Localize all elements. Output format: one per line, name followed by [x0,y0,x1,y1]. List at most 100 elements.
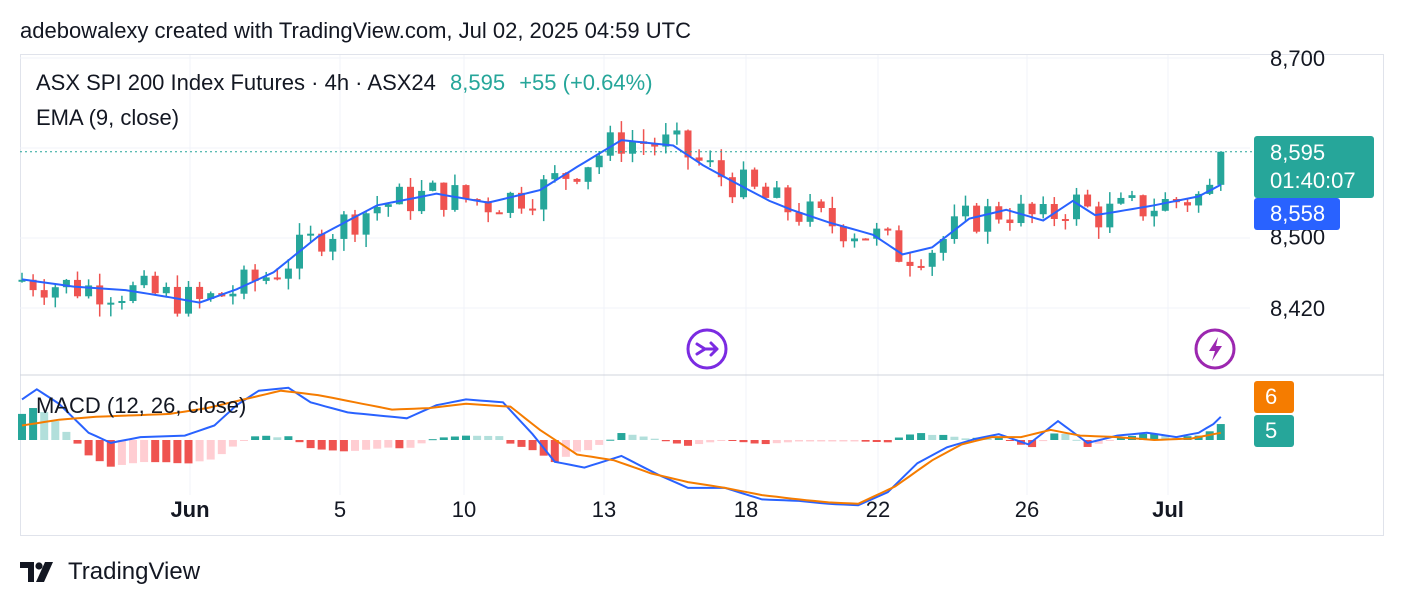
histogram-bar [317,440,326,450]
histogram-bar [1005,440,1014,441]
candle-body [307,233,315,236]
candle-body [1184,202,1191,206]
histogram-bar [306,440,315,449]
candle-body [1073,194,1080,220]
candle-body [962,205,969,217]
macd-line [21,386,1222,507]
histogram-bar [217,440,226,455]
histogram-bar [506,440,515,444]
histogram-bar [173,440,182,464]
lightning-icon[interactable] [1194,328,1236,370]
histogram-bar [839,440,848,442]
candle-body [529,208,537,211]
candle-body [1061,219,1069,222]
histogram-bar [473,435,482,440]
candle-body [1150,210,1158,217]
histogram-bar [62,431,71,440]
signal-line [21,389,1221,505]
histogram-bar [517,440,526,447]
candle-body [695,157,703,161]
candle-body [1128,195,1136,198]
last-price-tag: 8,595 01:40:07 [1254,136,1374,198]
histogram-bar [706,440,715,443]
legend-change: +55 (+0.64%) [519,70,653,95]
candle-body [329,238,337,252]
candle-body [40,290,48,298]
histogram-bar [1072,439,1081,441]
histogram-bar [739,440,748,443]
histogram-bar [617,433,626,440]
candle-body [196,286,204,299]
candle-body [1195,193,1203,206]
candle-body [1050,204,1058,220]
candle-body [518,192,525,209]
attribution-text: adebowalexy created with TradingView.com… [20,18,691,43]
histogram-bar [384,440,393,448]
candle-body [284,268,292,279]
histogram-bar [450,436,459,440]
candle-body [495,212,503,215]
candle-body [1084,194,1092,207]
histogram-bar [717,440,726,441]
candle-body [784,187,792,213]
histogram-bar [484,435,493,440]
histogram-bar [195,440,204,462]
candle-body [29,279,37,291]
legend-price: 8,595 [450,70,506,95]
histogram-bar [251,436,260,440]
histogram-bar [1216,424,1225,440]
histogram-bar [650,438,659,440]
macd-legend: MACD (12, 26, close) [36,393,247,418]
histogram-bar [661,440,670,442]
candle-body [251,269,259,281]
candle-body [440,182,448,210]
histogram-bar [1028,440,1037,448]
candle-body [939,238,947,253]
candle-body [1006,219,1014,224]
candle-body [484,201,492,213]
histogram-bar [795,440,803,442]
candle-body [728,177,736,198]
histogram-bar [428,439,437,441]
candle-body [373,206,381,214]
histogram-bar [406,440,415,448]
tradingview-logo-icon [20,562,53,582]
signal-value-tag: 6 [1254,381,1294,413]
histogram-bar [872,440,881,442]
histogram-bar [339,440,348,452]
histogram-bar [228,440,237,447]
y-tick-label: 8,420 [1270,296,1325,321]
histogram-bar [772,440,781,444]
candle-body [140,275,148,286]
candle-body [773,187,781,198]
candle-body [1095,206,1103,228]
histogram-bar [906,434,914,440]
histogram-bar [950,436,959,440]
histogram-bar [1094,440,1103,444]
histogram-bar [550,440,559,463]
candle-body [950,216,958,239]
histogram-bar [639,436,648,440]
histogram-bar [462,435,470,440]
histogram-bar [939,434,948,440]
histogram-bar [1050,433,1059,440]
histogram-bar [140,440,149,463]
replay-icon[interactable] [686,328,728,370]
candle-body [973,205,981,232]
candle-body [107,302,115,305]
histogram-bar [861,440,870,442]
x-tick-label: 10 [452,497,476,522]
histogram-bar [162,440,171,463]
candle-body [706,160,714,163]
candle-body [629,141,636,154]
candle-body [207,293,215,299]
histogram-bar [1105,440,1114,441]
candle-body [362,213,370,235]
histogram-bar [695,440,704,445]
last-price-value: 8,595 [1270,140,1326,165]
x-tick-label: 13 [592,497,616,522]
candle-body [96,285,104,305]
x-tick-label: 26 [1015,497,1039,522]
candle-body [129,285,137,301]
